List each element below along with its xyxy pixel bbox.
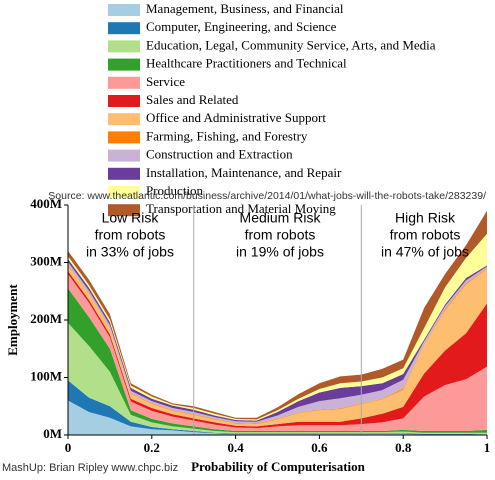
credit: MashUp: Brian Ripley www.chpc.biz — [2, 462, 178, 474]
legend-swatch — [108, 58, 140, 71]
legend-swatch — [108, 131, 140, 144]
legend-swatch — [108, 113, 140, 126]
source: Source: www.theatlantic.com/business/arc… — [48, 190, 486, 202]
x-tick-label: 0 — [65, 440, 72, 455]
y-tick-label: 100M — [30, 368, 62, 383]
legend-label: Management, Business, and Financial — [146, 1, 344, 16]
legend-label: Service — [146, 74, 185, 89]
annotation: Low Risk — [102, 210, 160, 226]
x-tick-label: 0.8 — [395, 440, 412, 455]
x-axis-label: Probability of Computerisation — [191, 459, 366, 474]
y-tick-label: 200M — [30, 311, 62, 326]
legend-swatch — [108, 4, 140, 16]
legend-swatch — [108, 204, 140, 217]
annotation: in 33% of jobs — [86, 244, 174, 260]
legend-label: Production — [146, 183, 204, 198]
legend-swatch — [108, 76, 140, 89]
y-tick-label: 0M — [43, 426, 62, 441]
y-tick-label: 300M — [30, 253, 62, 268]
legend-swatch — [108, 167, 140, 180]
area — [68, 400, 487, 435]
area — [68, 274, 487, 431]
legend-swatch — [108, 95, 140, 107]
legend-swatch — [108, 149, 140, 162]
legend-label: Sales and Related — [146, 92, 239, 107]
annotation: High Risk — [395, 210, 456, 226]
x-tick-label: 1 — [484, 440, 491, 455]
annotation: from robots — [390, 227, 461, 243]
legend-swatch — [108, 40, 140, 53]
x-tick-label: 0.2 — [144, 440, 160, 455]
legend-swatch — [108, 186, 140, 198]
annotation: in 19% of jobs — [236, 244, 324, 260]
legend-label: Computer, Engineering, and Science — [146, 19, 337, 34]
x-tick-label: 0.4 — [227, 440, 244, 455]
y-tick-label: 400M — [30, 196, 62, 211]
legend-label: Farming, Fishing, and Forestry — [146, 128, 308, 143]
legend-label: Construction and Extraction — [146, 147, 293, 162]
legend-swatch — [108, 22, 140, 35]
legend-label: Healthcare Practitioners and Technical — [146, 56, 347, 71]
annotation: from robots — [95, 227, 166, 243]
annotation: in 47% of jobs — [381, 244, 469, 260]
y-axis-label: Employment — [5, 284, 20, 356]
annotation: Medium Risk — [240, 210, 322, 226]
x-tick-label: 0.6 — [311, 440, 328, 455]
annotation: from robots — [245, 227, 316, 243]
legend-label: Installation, Maintenance, and Repair — [146, 165, 342, 180]
legend-label: Office and Administrative Support — [146, 110, 326, 125]
legend-label: Education, Legal, Community Service, Art… — [146, 37, 436, 52]
